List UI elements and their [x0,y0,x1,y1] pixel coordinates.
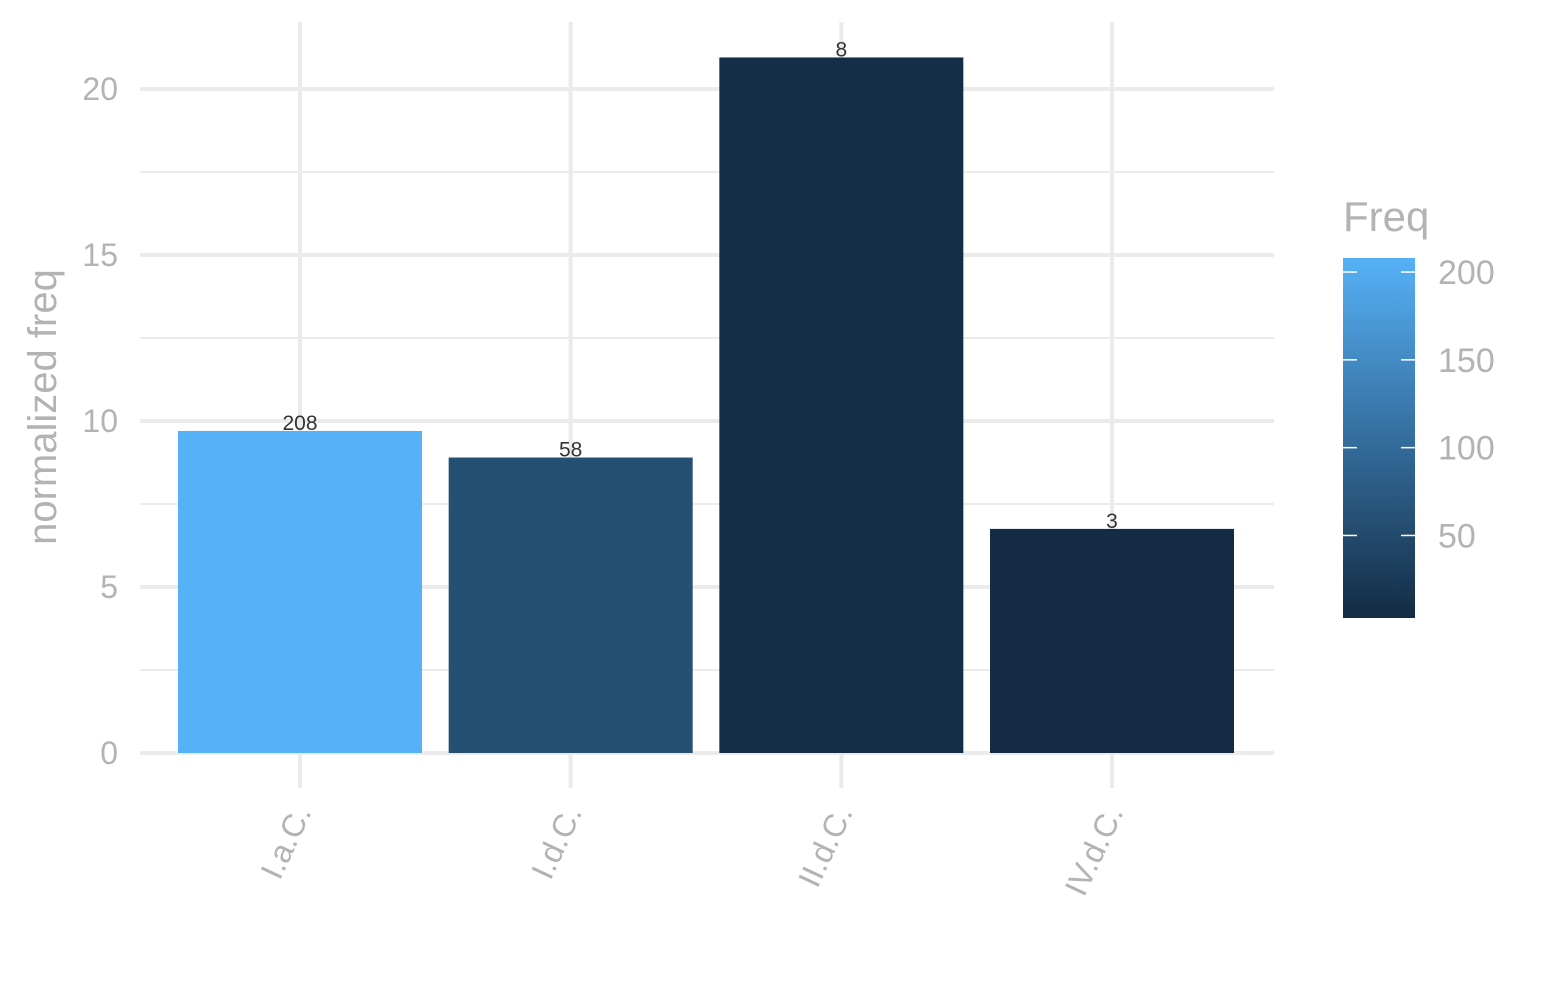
x-tick-label: IV.d.C. [1058,800,1131,901]
legend-tick-label: 100 [1438,430,1495,468]
x-tick-label: I.a.C. [253,800,318,885]
y-tick-label: 5 [100,569,118,605]
y-tick-label: 0 [100,735,118,771]
legend-ticks: 50 100 150 200 [1343,254,1495,555]
legend-colorbar [1343,258,1415,618]
bar [990,528,1235,753]
data-labels: 208 58 8 3 [282,38,1117,532]
bars [178,57,1235,753]
x-axis-ticks: I.a.C. I.d.C. II.d.C. IV.d.C. [253,800,1130,901]
x-tick-label: I.d.C. [524,800,589,885]
bar [448,457,693,753]
bar [719,57,964,753]
y-tick-label: 10 [82,403,118,439]
y-tick-label: 20 [82,71,118,107]
legend-tick-label: 50 [1438,517,1476,555]
data-label: 58 [559,439,582,462]
bar [178,430,422,753]
legend-tick-label: 200 [1438,254,1495,292]
data-label: 3 [1106,510,1118,533]
color-legend: Freq 50 100 150 200 [1343,193,1495,618]
data-label: 208 [282,412,317,435]
y-axis-title: normalized freq [21,269,65,545]
legend-title: Freq [1343,193,1429,240]
y-axis-ticks: 0 5 10 15 20 [82,71,118,771]
legend-tick-label: 150 [1438,342,1495,380]
x-tick-label: II.d.C. [791,800,860,893]
y-tick-label: 15 [82,237,118,273]
data-label: 8 [835,38,847,61]
